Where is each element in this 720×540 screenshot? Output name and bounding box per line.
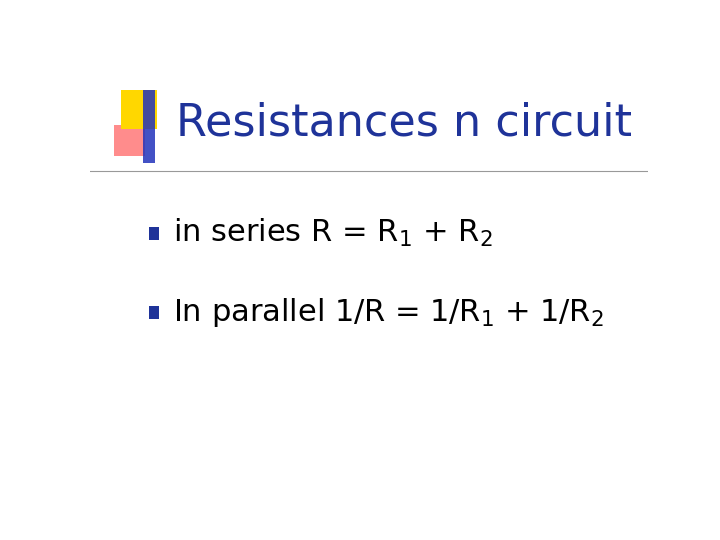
Bar [143, 90, 156, 163]
Bar [148, 306, 158, 319]
Text: Resistances n circuit: Resistances n circuit [176, 102, 633, 145]
Bar [148, 227, 158, 240]
FancyBboxPatch shape [114, 125, 145, 156]
FancyBboxPatch shape [121, 90, 157, 129]
Text: in series R = R$_1$ + R$_2$: in series R = R$_1$ + R$_2$ [173, 217, 492, 249]
Text: In parallel 1/R = 1/R$_1$ + 1/R$_2$: In parallel 1/R = 1/R$_1$ + 1/R$_2$ [173, 296, 603, 329]
